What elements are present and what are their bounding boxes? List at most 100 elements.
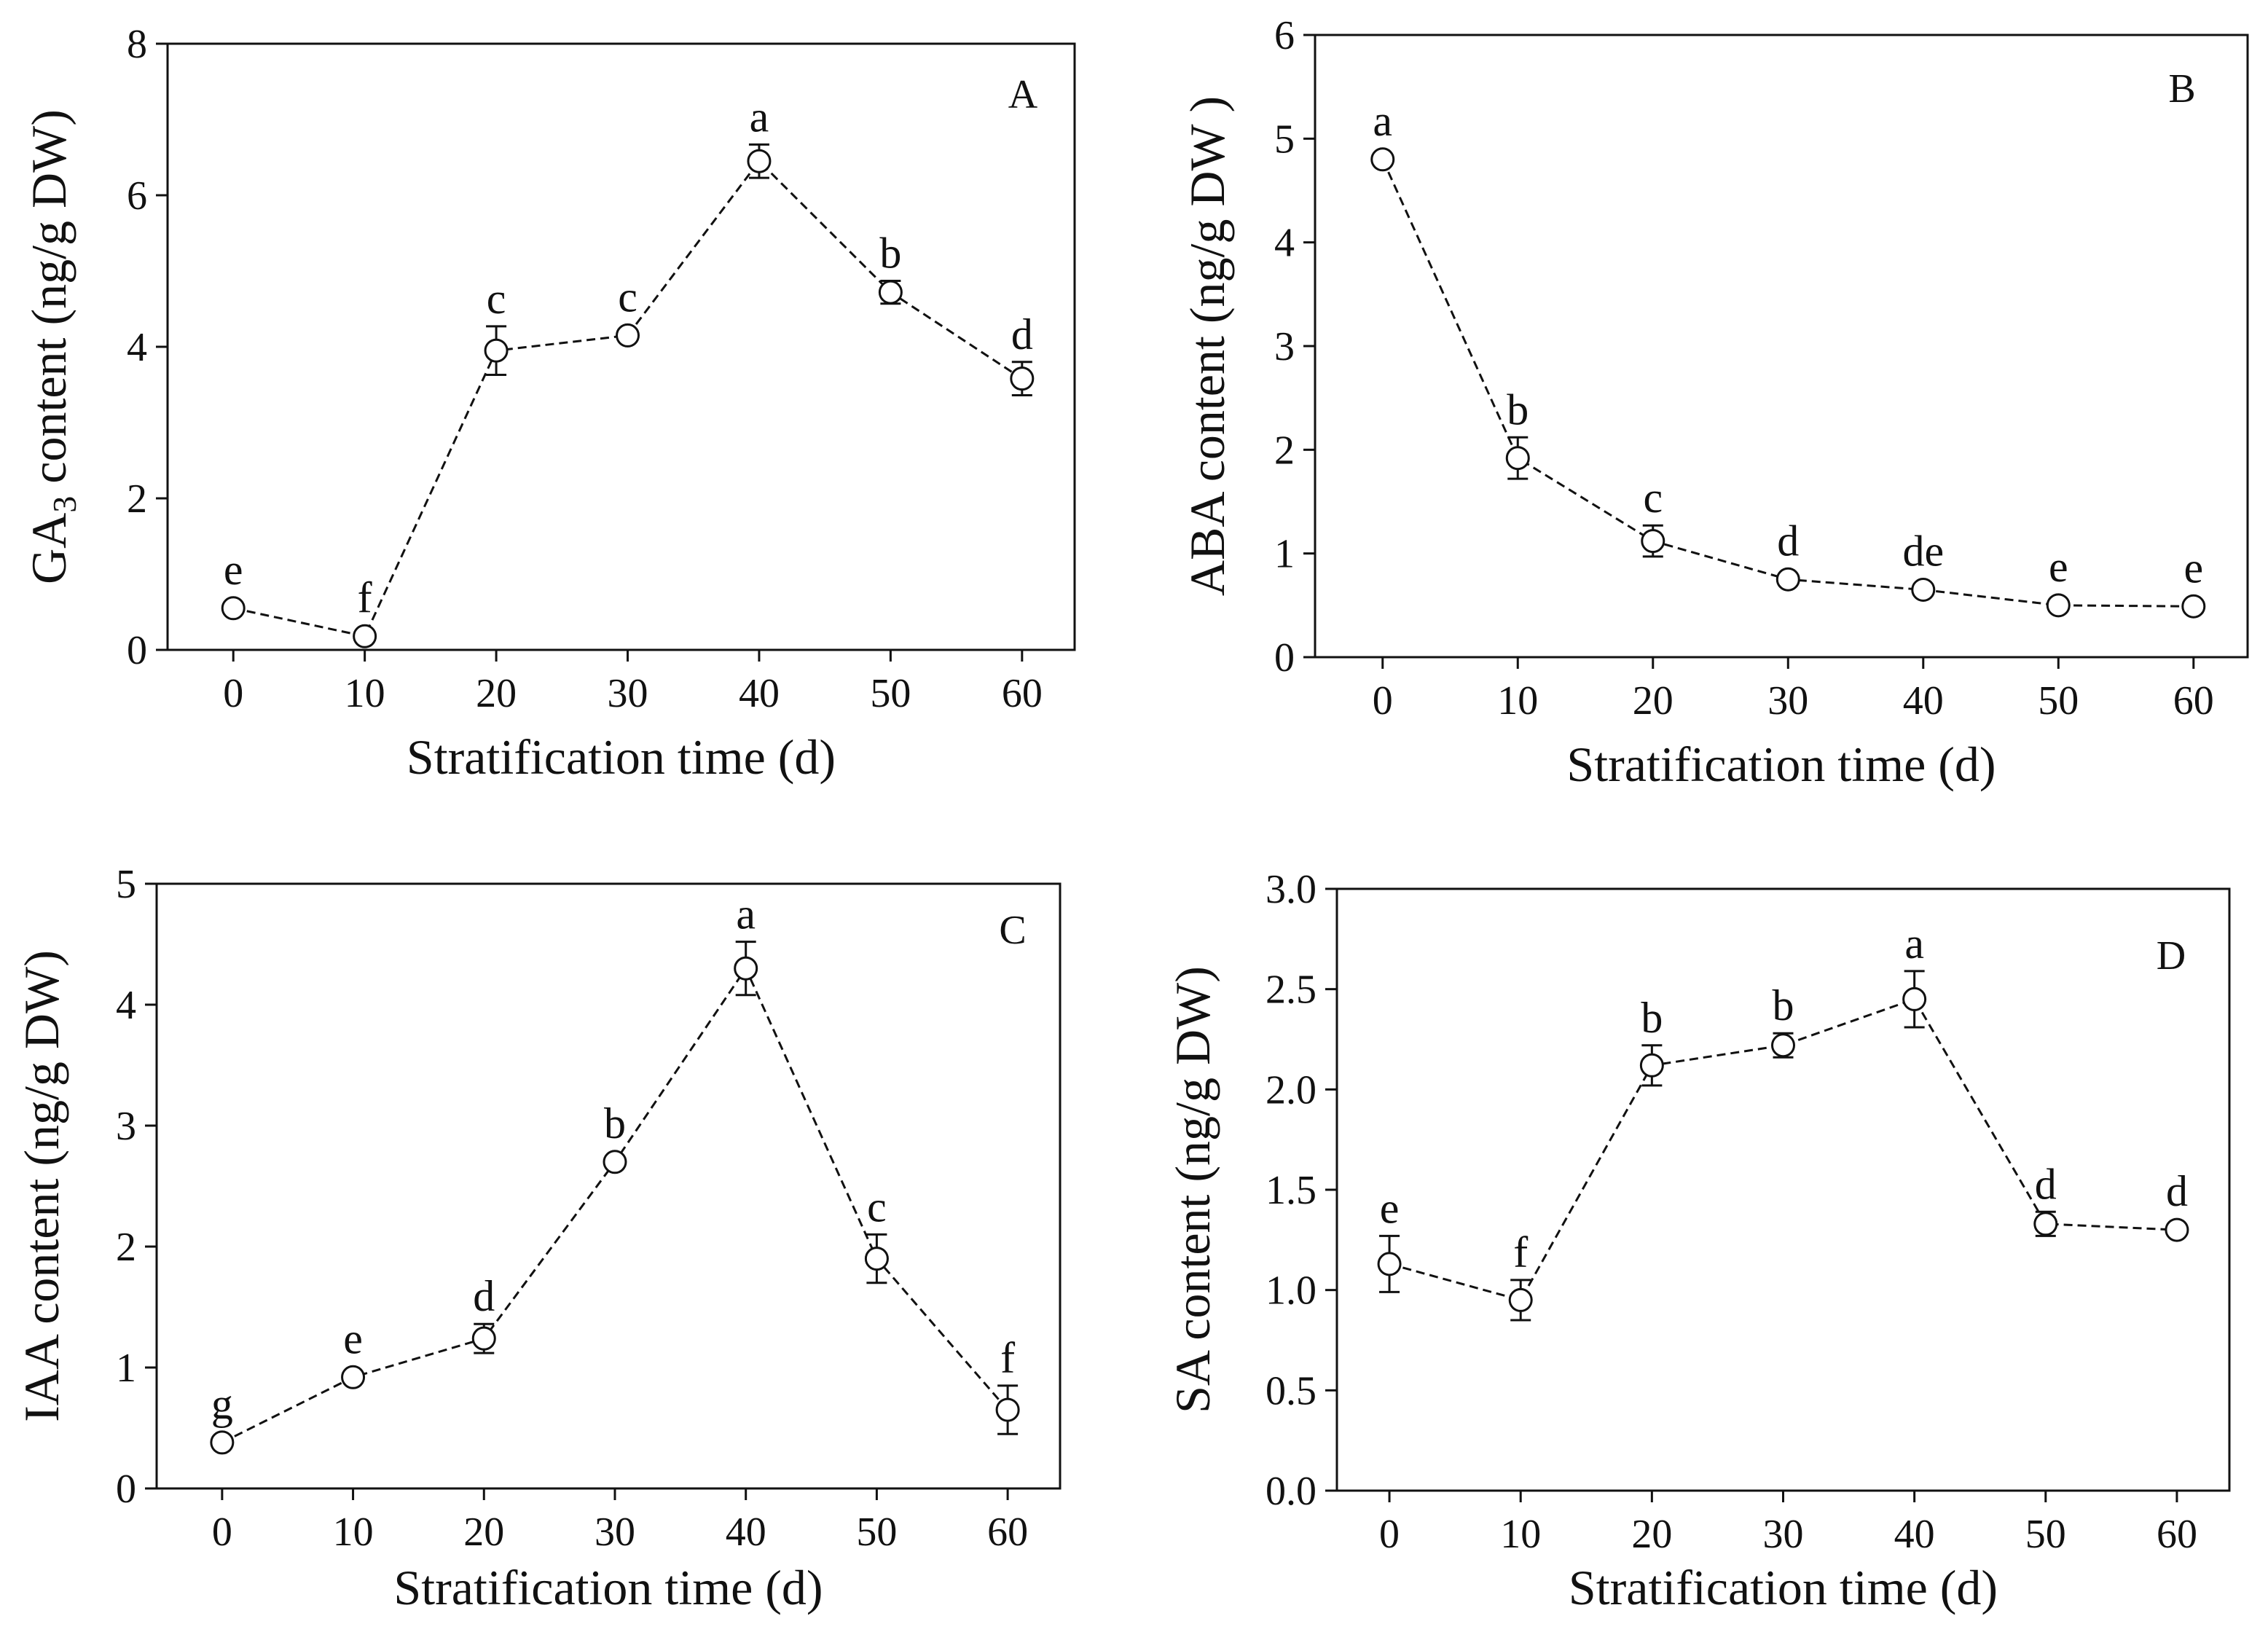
x-tick-label: 30 <box>1763 1512 1804 1557</box>
y-tick-label: 1 <box>116 1346 136 1391</box>
significance-label: a <box>736 890 756 938</box>
x-tick-label: 20 <box>463 1510 504 1555</box>
series-line <box>232 159 1023 638</box>
data-point <box>864 1247 889 1271</box>
y-tick-label: 4 <box>116 983 136 1028</box>
x-tick-label: 40 <box>726 1510 766 1555</box>
data-point <box>1377 1252 1402 1276</box>
data-point <box>210 1430 235 1455</box>
data-point <box>2033 1212 2058 1236</box>
data-point <box>471 1326 496 1351</box>
data-point <box>2165 1217 2189 1242</box>
series-line <box>221 966 1009 1444</box>
y-tick-label: 0 <box>1274 635 1295 680</box>
x-axis-title: Stratification time (d) <box>393 1560 823 1615</box>
x-tick-label: 10 <box>333 1510 374 1555</box>
significance-label: d <box>473 1272 495 1320</box>
significance-label: g <box>211 1380 233 1428</box>
x-tick-label: 10 <box>345 671 385 716</box>
y-tick-label: 2 <box>116 1225 136 1270</box>
y-tick-label: 3.0 <box>1266 867 1317 912</box>
y-tick-label: 0.0 <box>1266 1469 1317 1514</box>
significance-label: f <box>358 573 372 621</box>
y-tick-label: 2.5 <box>1266 968 1317 1013</box>
y-tick-label: 0 <box>127 628 147 673</box>
data-point <box>1902 986 1927 1011</box>
y-tick-label: 4 <box>127 325 147 370</box>
y-tick-label: 0 <box>116 1467 136 1512</box>
y-axis-title-subscript: 3 <box>46 496 83 513</box>
data-point <box>1639 1053 1664 1078</box>
data-point <box>484 338 509 363</box>
y-tick-label: 5 <box>1274 117 1295 162</box>
x-axis-title: Stratification time (d) <box>1569 1560 1998 1615</box>
panel-letter: C <box>999 908 1026 953</box>
plot-frame <box>155 882 1062 1490</box>
data-point <box>1911 577 1936 602</box>
y-tick-label: 2.0 <box>1266 1067 1317 1113</box>
data-point <box>878 280 903 305</box>
plot-frame <box>166 42 1076 651</box>
x-tick-label: 40 <box>1903 678 1944 723</box>
x-axis-title: Stratification time (d) <box>407 729 836 785</box>
significance-label: b <box>1773 981 1794 1029</box>
data-point <box>1775 567 1800 592</box>
y-axis-title: ABA content (ng/g DW ) <box>1180 96 1235 596</box>
x-tick-label: 50 <box>2025 1512 2066 1557</box>
x-tick-label: 30 <box>1767 678 1808 723</box>
significance-label: d <box>1011 310 1033 358</box>
data-point <box>2046 593 2071 618</box>
y-tick-label: 5 <box>116 862 136 907</box>
x-tick-label: 40 <box>739 671 780 716</box>
x-tick-label: 20 <box>1631 1512 1672 1557</box>
x-tick-label: 0 <box>212 1510 232 1555</box>
significance-label: de <box>1902 527 1944 575</box>
data-point <box>1641 529 1665 554</box>
data-point <box>2181 594 2206 619</box>
y-axis-title-main: GA <box>21 513 76 584</box>
x-tick-label: 20 <box>476 671 517 716</box>
data-point <box>747 149 772 173</box>
x-tick-label: 60 <box>1002 671 1043 716</box>
x-tick-label: 30 <box>595 1510 635 1555</box>
y-tick-label: 1.5 <box>1266 1168 1317 1213</box>
panel-letter: D <box>2157 933 2186 978</box>
y-tick-label: 6 <box>1274 13 1295 58</box>
data-point <box>353 624 377 648</box>
significance-label: b <box>1507 385 1529 433</box>
data-point <box>995 1397 1020 1422</box>
significance-label: f <box>1000 1334 1015 1382</box>
significance-label: f <box>1513 1228 1528 1276</box>
significance-label: a <box>750 93 769 141</box>
x-tick-label: 60 <box>987 1510 1028 1555</box>
y-tick-label: 8 <box>127 22 147 67</box>
significance-label: e <box>2049 543 2068 591</box>
x-tick-label: 50 <box>2038 678 2079 723</box>
data-point <box>1508 1287 1533 1312</box>
x-tick-label: 60 <box>2173 678 2214 723</box>
y-tick-label: 6 <box>127 173 147 219</box>
x-tick-label: 0 <box>1373 678 1393 723</box>
y-axis-title: IAA content (ng/g DW) <box>14 950 69 1422</box>
data-point <box>1010 366 1035 391</box>
y-tick-label: 0.5 <box>1266 1368 1317 1413</box>
significance-label: e <box>224 546 243 594</box>
significance-label: b <box>604 1099 626 1147</box>
significance-label: d <box>2035 1160 2057 1208</box>
x-tick-label: 0 <box>223 671 243 716</box>
x-tick-label: 10 <box>1497 678 1538 723</box>
y-axis-title-main: IAA content (ng/g DW) <box>14 950 69 1422</box>
significance-label: d <box>2166 1167 2188 1215</box>
y-tick-label: 2 <box>1274 428 1295 473</box>
significance-label: e <box>1380 1184 1400 1232</box>
y-tick-label: 1 <box>1274 532 1295 577</box>
panel-letter: A <box>1008 72 1038 117</box>
data-point <box>221 596 246 621</box>
plot-frame <box>1335 887 2231 1492</box>
y-tick-label: 4 <box>1274 221 1295 266</box>
significance-label: a <box>1373 97 1392 145</box>
data-point <box>734 956 758 981</box>
x-tick-label: 40 <box>1894 1512 1935 1557</box>
